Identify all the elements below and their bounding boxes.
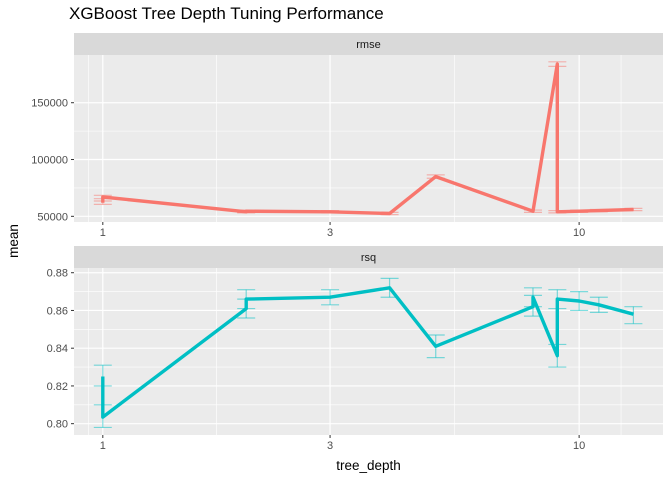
- y-tick-label: 0.84: [47, 343, 68, 355]
- panel-rsq: rsq 0.80 0.82 0.84 0.86 0.88 1 3 10: [47, 246, 663, 452]
- y-tick-label: 0.86: [47, 305, 68, 317]
- facet-strip: [74, 33, 663, 55]
- y-axis-title: mean: [6, 224, 21, 258]
- series-line-rsq: [101, 286, 634, 419]
- y-tick-label: 50000: [37, 211, 68, 223]
- panel-background: [74, 55, 663, 222]
- series-line-rmse: [101, 62, 634, 216]
- y-tick-label: 100000: [31, 155, 68, 167]
- facet-strip: [74, 246, 663, 268]
- x-tick-label: 10: [573, 440, 585, 452]
- y-tick-label: 150000: [31, 98, 68, 110]
- x-tick-label: 1: [100, 227, 106, 239]
- y-tick-label: 0.82: [47, 381, 68, 393]
- y-tick-label: 0.80: [47, 419, 68, 431]
- panel-background: [74, 268, 663, 435]
- y-tick-label: 0.88: [47, 268, 68, 280]
- x-tick-label: 1: [100, 440, 106, 452]
- x-tick-label: 3: [327, 440, 333, 452]
- chart-title: XGBoost Tree Depth Tuning Performance: [69, 4, 384, 23]
- x-axis-title: tree_depth: [336, 458, 401, 473]
- facet-strip-label: rsq: [361, 252, 376, 264]
- x-tick-label: 3: [327, 227, 333, 239]
- x-tick-label: 10: [573, 227, 585, 239]
- panel-rmse: rmse 50000 100000 150000 1 3 10: [31, 33, 663, 239]
- error-bar: [624, 306, 643, 325]
- facet-strip-label: rmse: [356, 39, 380, 51]
